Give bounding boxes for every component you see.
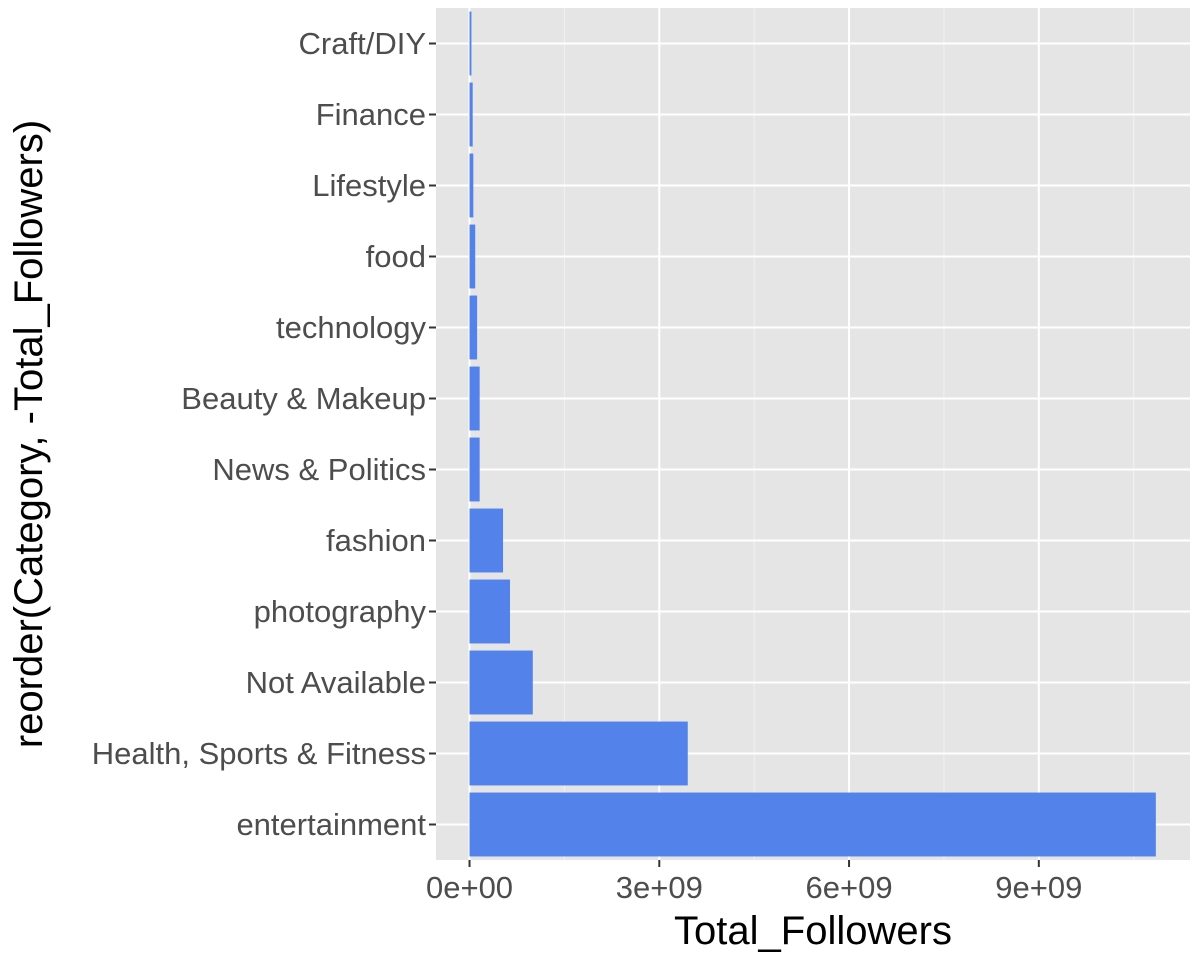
x-tick-label: 0e+00	[426, 870, 513, 905]
y-tick-label: Finance	[316, 97, 426, 132]
y-tick-label: technology	[276, 310, 426, 345]
y-axis-title: reorder(Category, -Total_Followers)	[7, 120, 51, 748]
y-tick-label: News & Politics	[212, 452, 426, 487]
y-tick-label: Beauty & Makeup	[181, 381, 426, 416]
bar	[469, 721, 688, 786]
y-tick-label: Health, Sports & Fitness	[92, 736, 426, 771]
bar	[469, 366, 480, 431]
bar	[469, 11, 472, 76]
bar	[469, 153, 474, 218]
minor-gridlines	[563, 8, 1135, 860]
y-axis-ticks: entertainment Health, Sports & Fitness Not…	[92, 26, 436, 842]
y-tick-label: Not Available	[246, 665, 426, 700]
x-tick-label: 9e+09	[995, 870, 1082, 905]
y-tick-label: Craft/DIY	[299, 26, 426, 61]
x-tick-label: 3e+09	[616, 870, 703, 905]
y-tick-label: entertainment	[236, 807, 426, 842]
y-tick-label: food	[366, 239, 426, 274]
bar	[469, 295, 478, 360]
bar	[469, 82, 473, 147]
bar	[469, 224, 476, 289]
bar	[469, 508, 504, 573]
bar	[469, 792, 1156, 857]
y-tick-label: Lifestyle	[312, 168, 426, 203]
bar	[469, 437, 480, 502]
panel-background	[436, 8, 1190, 860]
x-axis-title: Total_Followers	[674, 909, 952, 953]
x-tick-label: 6e+09	[806, 870, 893, 905]
y-tick-label: fashion	[326, 523, 426, 558]
x-axis-ticks: 0e+00 3e+09 6e+09 9e+09	[426, 860, 1082, 905]
bars	[469, 11, 1156, 857]
bar	[469, 650, 533, 715]
y-tick-label: photography	[254, 594, 427, 629]
bar	[469, 579, 511, 644]
